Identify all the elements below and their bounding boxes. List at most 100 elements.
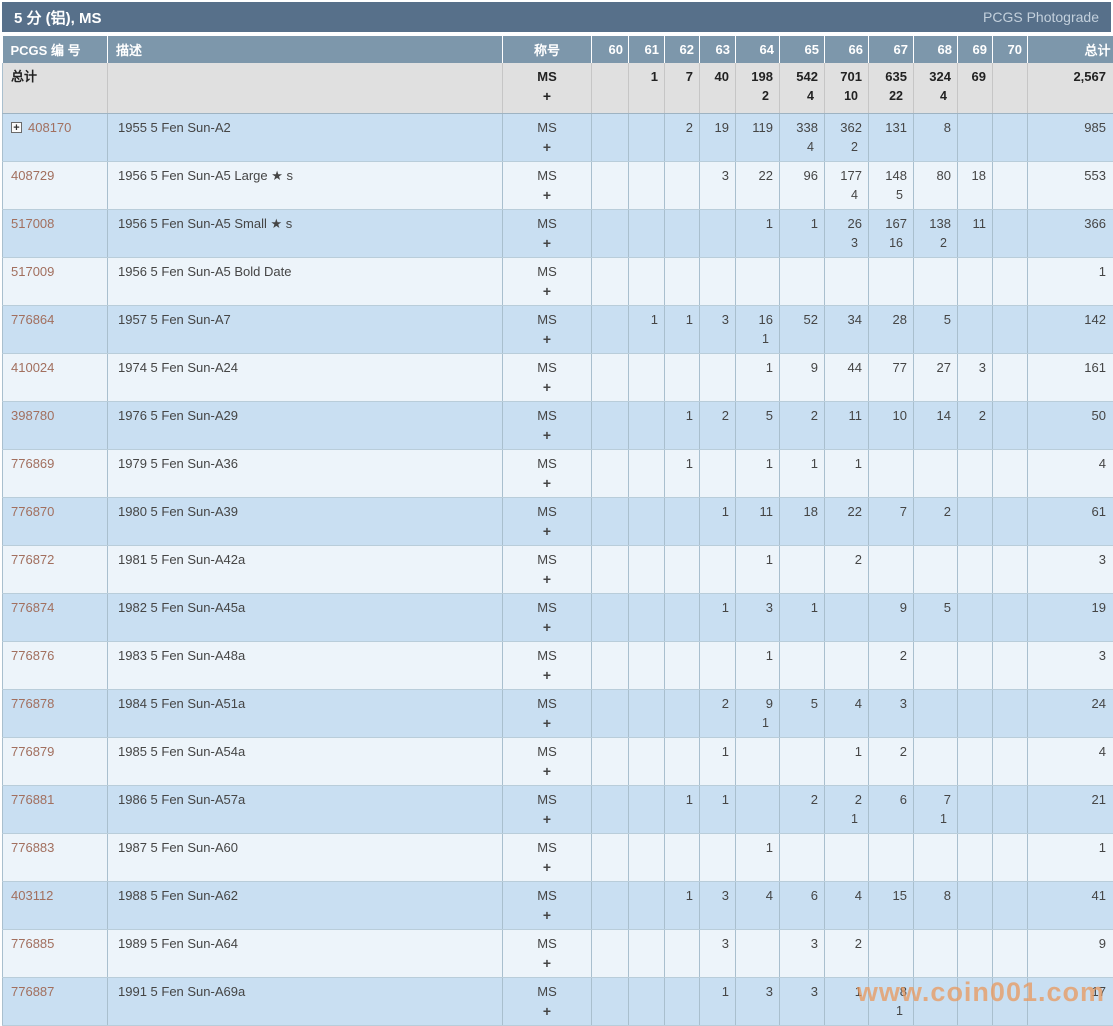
pcgs-number-link[interactable]: 776872 (11, 552, 54, 567)
plus-grade-count (634, 619, 654, 635)
plus-grade-count (998, 619, 1017, 635)
grade-count: 1 (670, 792, 693, 808)
pcgs-number-link[interactable]: 776878 (11, 696, 54, 711)
plus-grade-count (874, 763, 903, 779)
plus-grade-count (705, 667, 725, 683)
plus-grade-count (919, 715, 947, 731)
designation-cell: MS+ (503, 449, 592, 497)
pcgs-number-link[interactable]: 776874 (11, 600, 54, 615)
grade-count (963, 792, 986, 808)
grade-count (597, 264, 622, 280)
grade-count: 1 (705, 984, 729, 1000)
plus-grade-count: 3 (830, 235, 858, 251)
pcgs-photograde-link[interactable]: PCGS Photograde (983, 9, 1099, 25)
designation-ms-label: MS (508, 792, 586, 808)
pcgs-number-link[interactable]: 776869 (11, 456, 54, 471)
column-header-description[interactable]: 描述 (108, 36, 503, 63)
plus-grade-count (998, 283, 1017, 299)
grade-count: 3 (874, 696, 907, 712)
grade-62-cell: 1 (665, 449, 700, 497)
row-total: 17 (1033, 984, 1106, 1000)
grade-66-cell: 22 (825, 497, 869, 545)
pcgs-number-link[interactable]: 776870 (11, 504, 54, 519)
grade-60-cell (592, 353, 629, 401)
designation-cell: MS+ (503, 305, 592, 353)
column-header-grade-69[interactable]: 69 (958, 36, 993, 63)
row-total: 41 (1033, 888, 1106, 904)
designation-ms-label: MS (508, 648, 586, 664)
grade-count (597, 504, 622, 520)
grade-count (634, 600, 658, 616)
coin-description: 1976 5 Fen Sun-A29 (108, 401, 503, 449)
coin-description: 1982 5 Fen Sun-A45a (108, 593, 503, 641)
grade-70-cell (993, 257, 1028, 305)
grade-count: 1 (741, 552, 773, 568)
grade-67-cell (869, 833, 914, 881)
pcgs-number-link[interactable]: 408729 (11, 168, 54, 183)
column-header-grade-68[interactable]: 68 (914, 36, 958, 63)
column-header-pcgs-number[interactable]: PCGS 编 号 (3, 36, 108, 63)
plus-grade-count (597, 667, 618, 683)
grade-count (874, 840, 907, 856)
grade-count: 1 (670, 312, 693, 328)
column-header-grade-62[interactable]: 62 (665, 36, 700, 63)
pcgs-number-link[interactable]: 776887 (11, 984, 54, 999)
column-header-grade-67[interactable]: 67 (869, 36, 914, 63)
pcgs-number-link[interactable]: 776885 (11, 936, 54, 951)
column-header-grade-64[interactable]: 64 (736, 36, 780, 63)
grade-62-cell: 1 (665, 305, 700, 353)
grade-68-cell: 27 (914, 353, 958, 401)
plus-grade-count (741, 475, 769, 491)
pcgs-number-link[interactable]: 410024 (11, 360, 54, 375)
pcgs-number-link[interactable]: 776881 (11, 792, 54, 807)
grade-count: 96 (785, 168, 818, 184)
designation-cell: MS+ (503, 113, 592, 161)
pcgs-number-link[interactable]: 408170 (28, 120, 71, 135)
plus-grade-count (963, 811, 982, 827)
designation-cell: MS+ (503, 545, 592, 593)
column-header-grade-63[interactable]: 63 (700, 36, 736, 63)
grade-count: 77 (874, 360, 907, 376)
pcgs-number-link[interactable]: 398780 (11, 408, 54, 423)
designation-ms-label: MS (508, 408, 586, 424)
pcgs-number-cell: 410024 (3, 353, 108, 401)
plus-grade-count (670, 523, 689, 539)
plus-grade-count (705, 907, 725, 923)
column-header-grade-65[interactable]: 65 (780, 36, 825, 63)
pcgs-number-link[interactable]: 517009 (11, 264, 54, 279)
grade-65-cell (780, 545, 825, 593)
grade-count (741, 744, 773, 760)
grade-count: 2 (705, 696, 729, 712)
plus-grade-count (830, 379, 858, 395)
grade-68-cell: 5 (914, 305, 958, 353)
column-header-grade-70[interactable]: 70 (993, 36, 1028, 63)
designation-cell: MS+ (503, 881, 592, 929)
grade-66-cell: 2 (825, 929, 869, 977)
column-header-total[interactable]: 总计 (1028, 36, 1113, 63)
designation-plus-label: + (508, 427, 586, 443)
coin-description: 1956 5 Fen Sun-A5 Large ★ s (108, 161, 503, 209)
grade-count (998, 456, 1021, 472)
column-header-designation[interactable]: 称号 (503, 36, 592, 63)
pcgs-number-link[interactable]: 403112 (11, 888, 53, 903)
designation-plus-label: + (508, 139, 586, 155)
pcgs-number-link[interactable]: 517008 (11, 216, 54, 231)
column-header-grade-61[interactable]: 61 (629, 36, 665, 63)
expand-icon[interactable]: + (11, 122, 22, 133)
plus-grade-count (634, 859, 654, 875)
pcgs-number-link[interactable]: 776883 (11, 840, 54, 855)
row-total: 985 (1033, 120, 1106, 136)
coin-description: 1956 5 Fen Sun-A5 Small ★ s (108, 209, 503, 257)
grade-count: 18 (963, 168, 986, 184)
plus-grade-count (670, 475, 689, 491)
column-header-grade-60[interactable]: 60 (592, 36, 629, 63)
column-header-grade-66[interactable]: 66 (825, 36, 869, 63)
grade-60-cell (592, 737, 629, 785)
pcgs-number-link[interactable]: 776864 (11, 312, 54, 327)
grade-count (705, 216, 729, 232)
pcgs-number-link[interactable]: 776876 (11, 648, 54, 663)
pcgs-number-link[interactable]: 776879 (11, 744, 54, 759)
plus-grade-count (634, 139, 654, 155)
